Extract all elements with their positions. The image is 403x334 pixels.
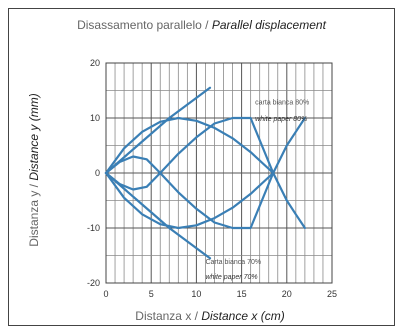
annotation-label: white paper 80%: [255, 116, 307, 123]
x-tick-label: 0: [103, 289, 108, 299]
x-axis-label-en: Distance x (cm): [201, 309, 285, 323]
series-line: [104, 171, 275, 230]
series-line: [104, 116, 306, 230]
series-group: [104, 86, 306, 260]
x-tick-label: 20: [282, 289, 292, 299]
y-tick-label: -20: [87, 278, 100, 288]
y-tick-label: 0: [95, 168, 100, 178]
series-line: [104, 171, 212, 260]
chart-title-it: Disassamento parallelo: [77, 18, 202, 32]
annotation-label: white paper 70%: [205, 274, 257, 281]
series-line: [104, 86, 212, 175]
series-line: [104, 116, 306, 230]
annotation-label: Carta bianca 70%: [205, 259, 261, 266]
tick-labels: 0 5 10 15 20 25 20 10 0 -10 -20: [87, 58, 337, 299]
chart-title-en: Parallel displacement: [211, 18, 326, 32]
x-axis-label-it: Distanza x: [135, 309, 192, 323]
chart-frame: [8, 8, 395, 326]
chart-title-sep: /: [201, 18, 212, 32]
x-tick-label: 15: [237, 289, 247, 299]
annotations: carta bianca 80% white paper 80% Carta bia…: [205, 99, 309, 281]
chart-title: Disassamento parallelo / Parallel displa…: [0, 18, 403, 32]
x-tick-label: 5: [149, 289, 154, 299]
y-tick-label: -10: [87, 223, 100, 233]
y-tick-label: 10: [90, 113, 100, 123]
y-tick-label: 20: [90, 58, 100, 68]
grid: [105, 62, 333, 284]
x-axis-label: Distanza x / Distance x (cm): [0, 309, 403, 323]
x-axis-label-sep: /: [191, 309, 202, 323]
x-tick-label: 10: [191, 289, 201, 299]
x-tick-label: 25: [327, 289, 337, 299]
annotation-label: carta bianca 80%: [255, 99, 309, 106]
series-line: [104, 116, 275, 175]
